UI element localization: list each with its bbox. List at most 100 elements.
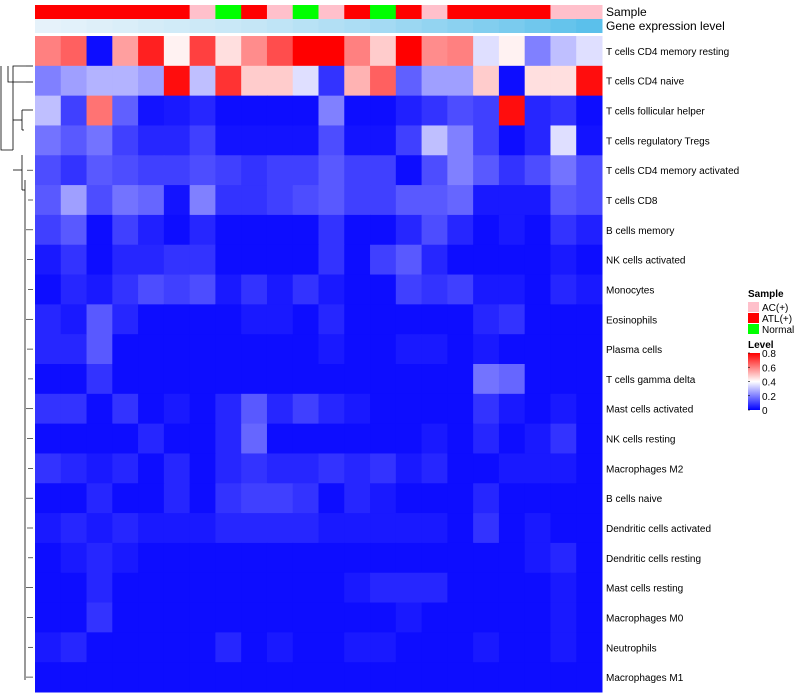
heatmap-cell (395, 65, 423, 97)
heatmap-cell (215, 125, 242, 156)
heatmap-cell (112, 483, 139, 514)
row-label: Mast cells resting (606, 584, 683, 595)
heatmap-cell (576, 334, 603, 365)
heatmap-cell (189, 65, 216, 97)
heatmap-cell (138, 602, 165, 633)
heatmap-cell (344, 662, 371, 693)
heatmap-cell (215, 423, 242, 454)
heatmap-cell (138, 334, 165, 365)
heatmap-cell (421, 393, 448, 425)
heatmap-cell (189, 423, 216, 454)
heatmap-cell (189, 364, 216, 395)
heatmap-cell (138, 274, 165, 305)
heatmap-cell (241, 274, 268, 305)
heatmap-cell (189, 334, 216, 365)
heatmap-cell (215, 304, 242, 335)
heatmap-cell (576, 364, 603, 395)
row-dendrogram (0, 65, 33, 680)
heatmap-cell (60, 334, 88, 365)
heatmap-cell (60, 483, 88, 514)
heatmap-cell (60, 393, 88, 425)
heatmap-cell (86, 304, 113, 335)
row-label: Mast cells activated (606, 405, 693, 416)
heatmap-cell (318, 304, 345, 335)
heatmap-cell (344, 334, 371, 365)
sample-annotation-cell (266, 5, 294, 19)
heatmap-cell (138, 155, 165, 186)
heatmap-cell (60, 244, 88, 276)
heatmap-cell (215, 393, 242, 425)
heatmap-cell (576, 602, 603, 633)
heatmap-cell (524, 572, 551, 604)
heatmap-cell (60, 36, 88, 67)
heatmap-cell (498, 185, 526, 216)
heatmap-cell (189, 483, 216, 514)
heatmap-cell (524, 364, 551, 395)
heatmap-cell (163, 453, 191, 484)
heatmap-cell (370, 513, 397, 544)
heatmap-cell (421, 155, 448, 186)
heatmap-cell (473, 304, 500, 335)
heatmap-cell (524, 334, 551, 365)
heatmap-cell (524, 393, 551, 425)
row-label: Eosinophils (606, 315, 657, 326)
heatmap-cell (395, 513, 423, 544)
heatmap-cell (550, 483, 577, 514)
sample-annotation-cell (163, 5, 191, 19)
heatmap-cell (498, 632, 526, 663)
heatmap-cell (189, 572, 216, 604)
legend-sample-swatch (748, 313, 759, 323)
heatmap-cell (370, 65, 397, 97)
sample-annotation-cell (86, 5, 113, 19)
heatmap-cell (395, 274, 423, 305)
heatmap-cell (344, 185, 371, 216)
heatmap-cell (163, 364, 191, 395)
heatmap-cell (524, 244, 551, 276)
sample-annotation-cell (447, 5, 474, 19)
heatmap-cell (266, 185, 294, 216)
heatmap-cell (576, 393, 603, 425)
heatmap-cell (60, 572, 88, 604)
heatmap-cell (163, 602, 191, 633)
heatmap-cell (576, 423, 603, 454)
heatmap-cell (318, 274, 345, 305)
heatmap-cell (86, 185, 113, 216)
heatmap-cell (550, 632, 577, 663)
heatmap-cell (524, 36, 551, 67)
heatmap-cell (421, 334, 448, 365)
heatmap-cell (421, 95, 448, 126)
heatmap-cell (344, 65, 371, 97)
heatmap-cell (112, 304, 139, 335)
heatmap-cell (576, 65, 603, 97)
heatmap-cell (447, 244, 474, 276)
heatmap-cell (163, 244, 191, 276)
heatmap-cell (86, 483, 113, 514)
heatmap-cell (60, 95, 88, 126)
heatmap-cell (189, 95, 216, 126)
heatmap-cell (576, 214, 603, 246)
heatmap-cell (447, 95, 474, 126)
heatmap-cell (60, 214, 88, 246)
heatmap-cell (576, 304, 603, 335)
row-label: T cells gamma delta (606, 375, 696, 386)
heatmap-cell (189, 632, 216, 663)
heatmap-cell (395, 125, 423, 156)
heatmap-cell (421, 274, 448, 305)
heatmap-cell (473, 334, 500, 365)
heatmap-cell (112, 65, 139, 97)
heatmap-cell (473, 542, 500, 574)
sample-annotation-label: Sample (606, 5, 647, 19)
heatmap-cell (266, 155, 294, 186)
heatmap-cell (86, 155, 113, 186)
heatmap-cell (215, 662, 242, 693)
heatmap-cell (60, 632, 88, 663)
heatmap-cell (112, 125, 139, 156)
heatmap-cell (86, 214, 113, 246)
heatmap-cell (370, 602, 397, 633)
heatmap-cell (266, 572, 294, 604)
legend-level-tick-label: 0.8 (762, 349, 776, 360)
dendrogram-branch (0, 66, 13, 151)
heatmap-cell (318, 364, 345, 395)
heatmap-cell (60, 185, 88, 216)
heatmap-cell (473, 632, 500, 663)
